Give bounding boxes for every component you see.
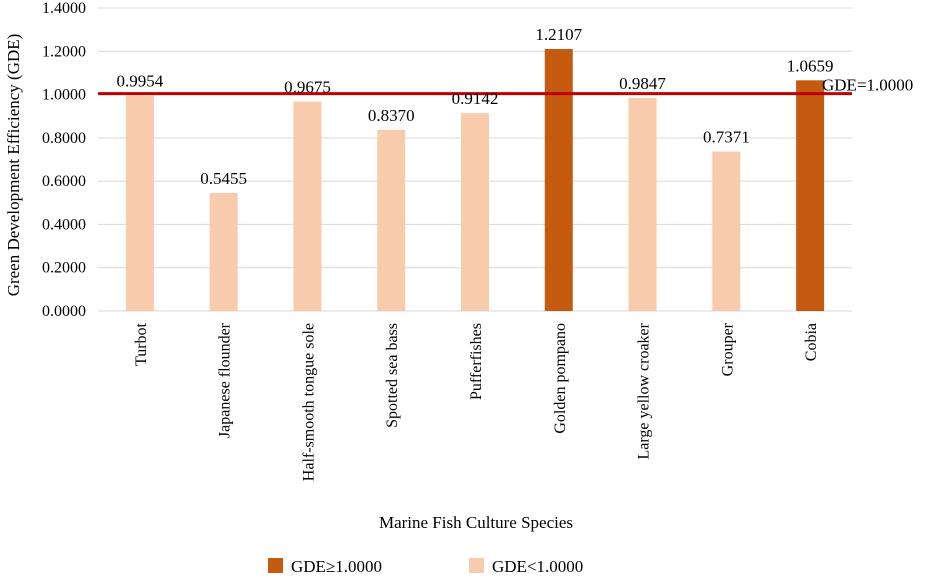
bar [209, 192, 238, 311]
legend-label: GDE<1.0000 [492, 557, 583, 576]
bars [125, 48, 825, 312]
y-tick-label: 0.8000 [42, 130, 86, 147]
data-label: 0.8370 [368, 106, 415, 125]
legend-swatch [268, 558, 283, 573]
bar [796, 80, 825, 312]
x-tick-label: Half-smooth tongue sole [300, 323, 317, 481]
data-labels: 0.9954 0.5455 0.9675 0.8370 0.9142 1.2107 0.98… [117, 25, 834, 188]
data-label: 0.5455 [200, 169, 247, 188]
data-label: 0.9675 [284, 78, 331, 97]
reference-line-group: GDE=1.0000 [98, 76, 913, 96]
data-label: 0.9142 [452, 89, 499, 108]
y-tick-label: 0.4000 [42, 216, 86, 233]
legend-swatch [469, 558, 484, 573]
bar [628, 97, 657, 311]
x-tick-label: Turbot [133, 322, 150, 366]
data-label: 0.9954 [117, 72, 164, 91]
x-axis-categories: Turbot Japanese flounder Half-smooth tongu… [133, 322, 820, 481]
y-tick-label: 1.0000 [42, 87, 86, 104]
bar [461, 113, 489, 312]
y-tick-label: 1.2000 [42, 43, 86, 60]
data-label: 1.2107 [535, 25, 582, 44]
y-tick-label: 0.2000 [42, 260, 86, 277]
data-label: 0.9847 [619, 74, 666, 93]
x-tick-label: Japanese flounder [217, 322, 234, 438]
data-label: 1.0659 [787, 56, 834, 75]
bar [125, 95, 154, 311]
legend: GDE≥1.0000 GDE<1.0000 [268, 557, 583, 576]
y-tick-label: 0.6000 [42, 173, 86, 190]
y-axis-title: Green Development Efficiency (GDE) [4, 34, 23, 297]
data-label: 0.7371 [703, 127, 750, 146]
x-tick-label: Golden pompano [552, 323, 569, 434]
x-tick-label: Cobia [803, 323, 820, 361]
reference-line-label: GDE=1.0000 [822, 76, 913, 95]
bar [293, 101, 322, 312]
bar [712, 151, 741, 311]
x-tick-label: Grouper [719, 322, 736, 376]
bar [377, 129, 406, 311]
x-tick-label: Spotted sea bass [384, 323, 401, 428]
y-tick-label: 0.0000 [42, 303, 86, 320]
y-axis-ticks: 0.0000 0.2000 0.4000 0.6000 0.8000 1.0000 1.20… [42, 0, 86, 320]
x-tick-label: Large yellow croaker [636, 322, 653, 459]
y-tick-label: 1.4000 [42, 0, 86, 17]
bar [544, 48, 573, 311]
x-tick-label: Pufferfishes [468, 323, 485, 400]
legend-label: GDE≥1.0000 [291, 557, 382, 576]
x-axis-title: Marine Fish Culture Species [379, 513, 573, 532]
